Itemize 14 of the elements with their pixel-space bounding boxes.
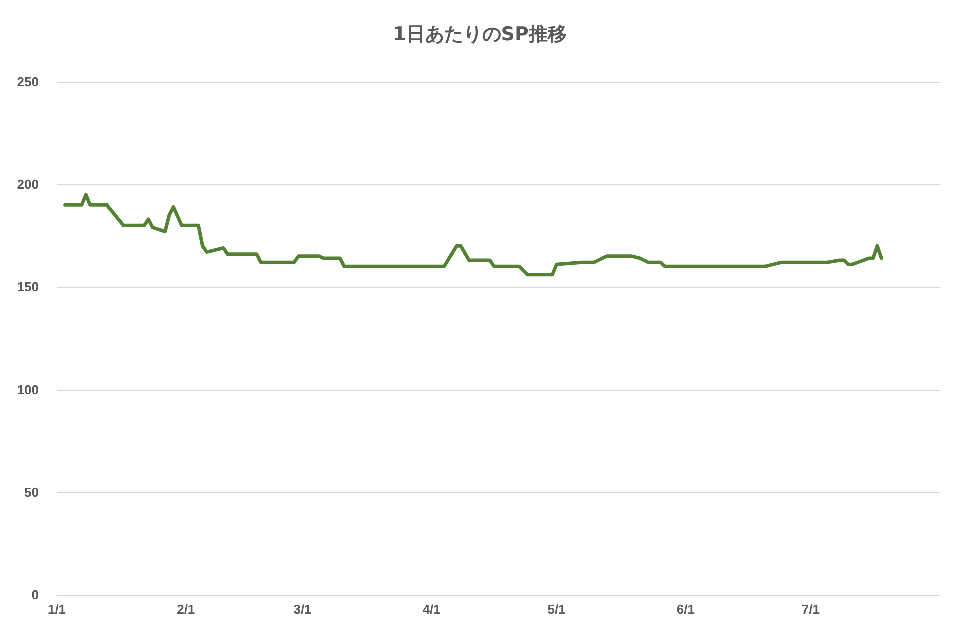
y-tick-label: 0: [32, 588, 39, 602]
x-tick-label: 2/1: [177, 602, 196, 617]
x-tick-label: 1/1: [48, 602, 66, 617]
x-tick-label: 5/1: [548, 602, 566, 617]
y-tick-label: 100: [17, 382, 39, 398]
y-tick-label: 250: [17, 74, 39, 90]
x-tick-label: 7/1: [802, 602, 820, 617]
y-tick-label: 150: [17, 280, 39, 295]
y-tick-label: 50: [24, 484, 39, 500]
x-tick-label: 6/1: [676, 602, 695, 617]
x-tick-label: 4/1: [422, 602, 441, 617]
x-tick-label: 3/1: [294, 602, 312, 617]
y-tick-label: 200: [17, 177, 39, 192]
chart-title: 1日あたりのSP推移: [393, 24, 567, 46]
